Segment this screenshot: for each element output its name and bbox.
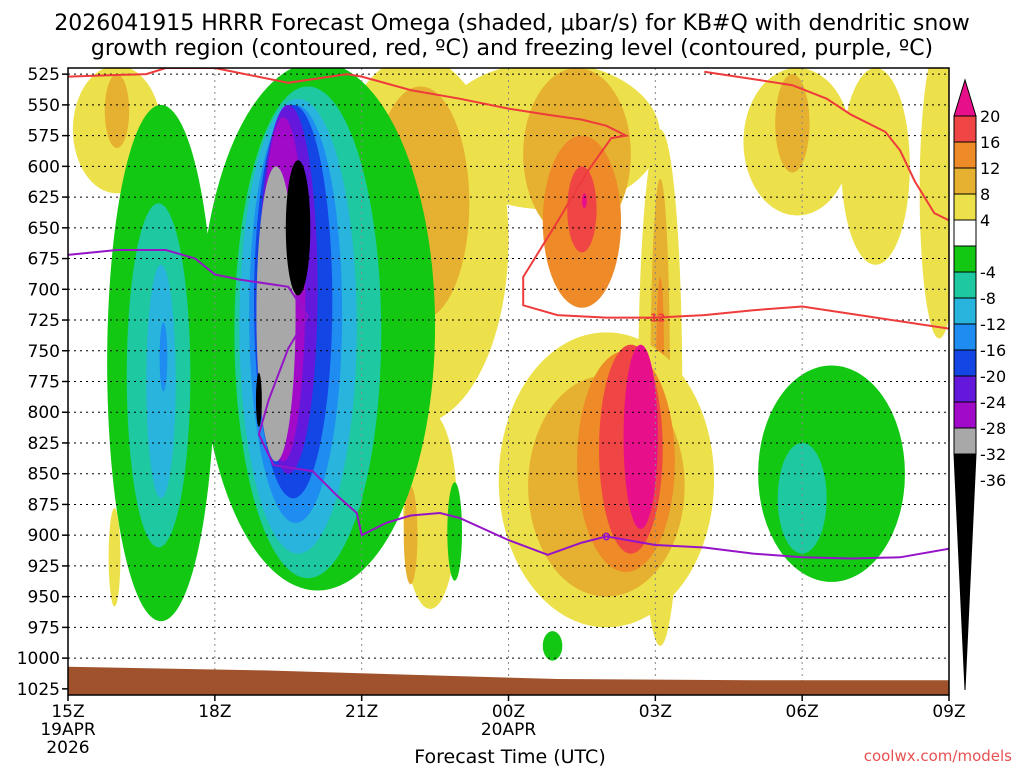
y-tick-label: 700 (28, 280, 60, 300)
omega-region-36 (285, 160, 311, 296)
colorbar-label: -12 (980, 315, 1006, 334)
colorbar-bin (953, 167, 977, 195)
omega-region-42 (542, 631, 563, 661)
y-tick-label: 875 (28, 495, 60, 515)
colorbar-bin (953, 453, 977, 691)
colorbar-bin (953, 271, 977, 299)
terrain-layer (68, 666, 949, 695)
y-tick-label: 750 (28, 342, 60, 362)
colorbar-label: -16 (980, 341, 1006, 360)
chart-title-line1: 2026041915 HRRR Forecast Omega (shaded, … (54, 11, 969, 36)
chart-title-line2: growth region (contoured, red, ºC) and f… (91, 36, 933, 61)
colorbar-label: -20 (980, 367, 1006, 386)
colorbar-bin (953, 219, 977, 247)
colorbar-bin (953, 245, 977, 273)
x-tick-label: 21Z (345, 702, 378, 722)
colorbar-label: 8 (980, 185, 990, 204)
colorbar-label: 20 (980, 107, 1000, 126)
colorbar-bin (953, 349, 977, 377)
contour-layer: -12 0 (68, 68, 949, 560)
freezing-level-label: 0 (603, 530, 611, 543)
omega-shading-layer (72, 68, 949, 661)
colorbar-label: -32 (980, 445, 1006, 464)
y-tick-label: 825 (28, 434, 60, 454)
colorbar-label: -28 (980, 419, 1006, 438)
y-tick-label: 575 (28, 127, 60, 147)
colorbar-label: -8 (980, 289, 996, 308)
colorbar-bin (953, 375, 977, 403)
dgz-contour-label: -12 (645, 312, 665, 325)
y-tick-label: 775 (28, 373, 60, 393)
x-tick-label: 00Z (492, 702, 525, 722)
x-tick-date-label: 20APR (481, 720, 537, 740)
y-tick-label: 925 (28, 557, 60, 577)
y-tick-label: 800 (28, 403, 60, 423)
y-tick-label: 900 (28, 526, 60, 546)
omega-region-13 (581, 193, 587, 209)
omega-region-38 (350, 461, 364, 511)
x-tick-label: 09Z (932, 702, 965, 722)
colorbar-bin (953, 141, 977, 169)
y-tick-label: 1000 (17, 649, 60, 669)
y-tick-label: 625 (28, 188, 60, 208)
omega-region-1 (104, 74, 130, 148)
colorbar-label: -4 (980, 263, 996, 282)
colorbar-bin (953, 323, 977, 351)
omega-region-41 (447, 482, 463, 581)
omega-region-6 (108, 508, 121, 607)
plot-area: -12 0 (68, 68, 949, 695)
y-tick-label: 1025 (17, 680, 60, 700)
y-tick-label: 550 (28, 96, 60, 116)
x-tick-date-label: 19APR (40, 720, 96, 740)
omega-region-37 (255, 372, 262, 427)
omega-region-20 (919, 68, 949, 339)
omega-region-19 (841, 68, 910, 265)
grid-layer (68, 68, 949, 695)
watermark: coolwx.com/models (864, 747, 1012, 765)
omega-region-35 (256, 166, 296, 462)
y-tick-label: 525 (28, 65, 60, 85)
colorbar-bin (953, 427, 977, 455)
y-axis: 525 550 575 600 625 650 675 700 725 750 775 800 825 8… (17, 65, 68, 700)
colorbar-label: 16 (980, 133, 1000, 152)
x-tick-label: 15Z (51, 702, 84, 722)
omega-region-12 (567, 166, 597, 253)
omega-region-27 (623, 344, 658, 530)
y-tick-label: 725 (28, 311, 60, 331)
colorbar-bin (953, 115, 977, 143)
y-tick-label: 600 (28, 157, 60, 177)
y-tick-label: 975 (28, 618, 60, 638)
colorbar-bin (953, 297, 977, 325)
y-tick-label: 675 (28, 250, 60, 270)
colorbar-bin (953, 401, 977, 429)
freezing-level-line (68, 249, 949, 560)
dgz-contour-line-upper-right (704, 70, 949, 222)
omega-region-18 (775, 74, 810, 173)
colorbar-label: -36 (980, 471, 1006, 490)
colorbar: 20 16 12 8 4 -4 -8 -12 -16 -20 -24 -28 -32 -36 (953, 78, 1006, 691)
colorbar-bin (953, 78, 977, 117)
colorbar-label: 12 (980, 159, 1000, 178)
dgz-contour-line (68, 68, 949, 330)
omega-region-5 (159, 322, 168, 392)
colorbar-label: 4 (980, 211, 990, 230)
x-tick-label: 03Z (639, 702, 672, 722)
y-tick-label: 850 (28, 465, 60, 485)
omega-region-40 (777, 442, 827, 554)
colorbar-label: -24 (980, 393, 1006, 412)
y-tick-label: 950 (28, 588, 60, 608)
x-axis-title: Forecast Time (UTC) (414, 746, 605, 768)
x-tick-year-label: 2026 (46, 738, 89, 758)
x-tick-label: 06Z (786, 702, 819, 722)
x-tick-label: 18Z (198, 702, 231, 722)
colorbar-bin (953, 193, 977, 221)
y-tick-label: 650 (28, 219, 60, 239)
terrain-surface (68, 666, 949, 695)
